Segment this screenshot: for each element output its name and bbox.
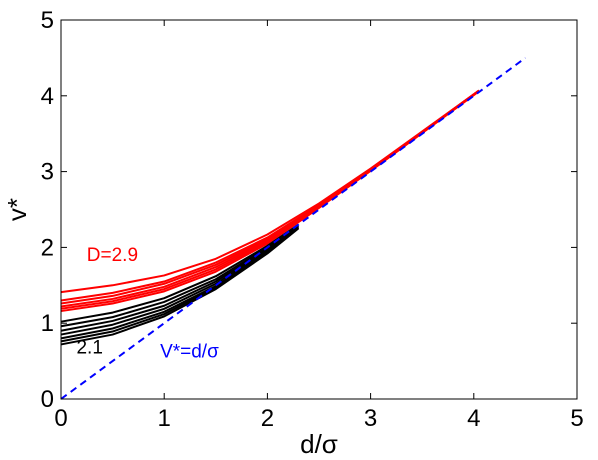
y-tick-label-4: 4	[41, 83, 54, 110]
x-axis-label: d/σ	[300, 429, 338, 459]
plot-frame	[60, 19, 578, 400]
tick-layer: 0 1 2 3 4 5 0 1 2 3 4 5	[41, 7, 584, 432]
x-tick-label-1: 1	[158, 405, 171, 432]
y-tick-label-1: 1	[41, 310, 54, 337]
black-series-line-12	[60, 227, 299, 346]
x-tick-label-0: 0	[54, 405, 67, 432]
black-series-line-9	[60, 226, 299, 336]
black-series-line-8	[60, 225, 299, 332]
annotation-2-1-label: 2.1	[76, 338, 102, 359]
annotation-layer: D=2.9 2.1 V*=d/σ	[76, 245, 219, 362]
black-series-line-7	[60, 224, 299, 328]
y-tick-label-0: 0	[41, 386, 54, 413]
y-tick-label-5: 5	[41, 7, 54, 34]
reference-series-line-13	[60, 57, 526, 400]
series-layer	[60, 57, 526, 400]
annotation-reference-label: V*=d/σ	[160, 341, 219, 362]
y-tick-label-3: 3	[41, 159, 54, 186]
x-tick-label-3: 3	[364, 405, 377, 432]
y-tick-label-2: 2	[41, 234, 54, 261]
x-tick-label-4: 4	[467, 405, 480, 432]
black-series-line-6	[60, 223, 299, 323]
y-axis-label: v*	[2, 198, 32, 221]
x-tick-label-5: 5	[570, 405, 583, 432]
x-tick-label-2: 2	[261, 405, 274, 432]
annotation-d-label: D=2.9	[87, 245, 138, 266]
